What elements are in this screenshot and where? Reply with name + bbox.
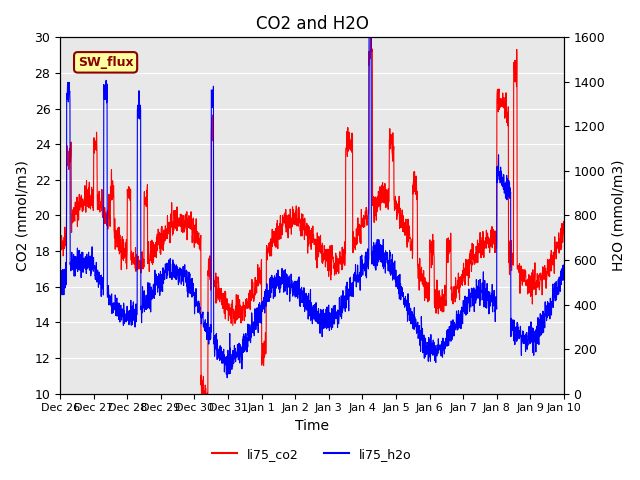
li75_co2 <box>56 245 64 251</box>
li75_h2o <box>56 287 64 293</box>
Y-axis label: H2O (mmol/m3): H2O (mmol/m3) <box>611 160 625 271</box>
li75_h2o <box>223 375 231 381</box>
li75_h2o <box>530 352 538 358</box>
li75_co2 <box>326 252 334 258</box>
Line: li75_h2o: li75_h2o <box>60 37 564 378</box>
li75_h2o <box>196 311 204 316</box>
li75_co2 <box>198 391 205 396</box>
Text: SW_flux: SW_flux <box>78 56 133 69</box>
Legend: li75_co2, li75_h2o: li75_co2, li75_h2o <box>207 443 417 466</box>
li75_h2o <box>560 262 568 268</box>
Y-axis label: CO2 (mmol/m3): CO2 (mmol/m3) <box>15 160 29 271</box>
li75_co2 <box>458 282 466 288</box>
li75_h2o <box>365 35 373 40</box>
li75_h2o <box>326 317 334 323</box>
li75_h2o <box>516 328 524 334</box>
li75_co2 <box>530 274 538 280</box>
X-axis label: Time: Time <box>295 419 329 433</box>
li75_co2 <box>516 265 524 271</box>
li75_co2 <box>560 223 568 229</box>
Title: CO2 and H2O: CO2 and H2O <box>255 15 369 33</box>
li75_h2o <box>337 293 345 299</box>
li75_h2o <box>458 314 466 320</box>
li75_co2 <box>196 235 204 241</box>
li75_co2 <box>367 35 375 40</box>
Line: li75_co2: li75_co2 <box>60 37 564 394</box>
li75_co2 <box>337 257 345 263</box>
